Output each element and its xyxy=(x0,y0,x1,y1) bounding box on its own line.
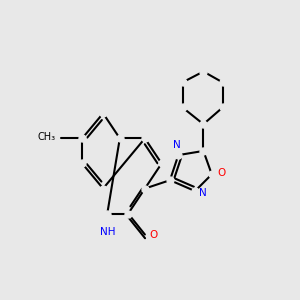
Text: CH₃: CH₃ xyxy=(38,131,56,142)
Text: NH: NH xyxy=(100,226,116,237)
Text: N: N xyxy=(199,188,206,198)
Text: O: O xyxy=(217,168,226,178)
Text: N: N xyxy=(172,140,180,149)
Text: O: O xyxy=(149,230,158,239)
